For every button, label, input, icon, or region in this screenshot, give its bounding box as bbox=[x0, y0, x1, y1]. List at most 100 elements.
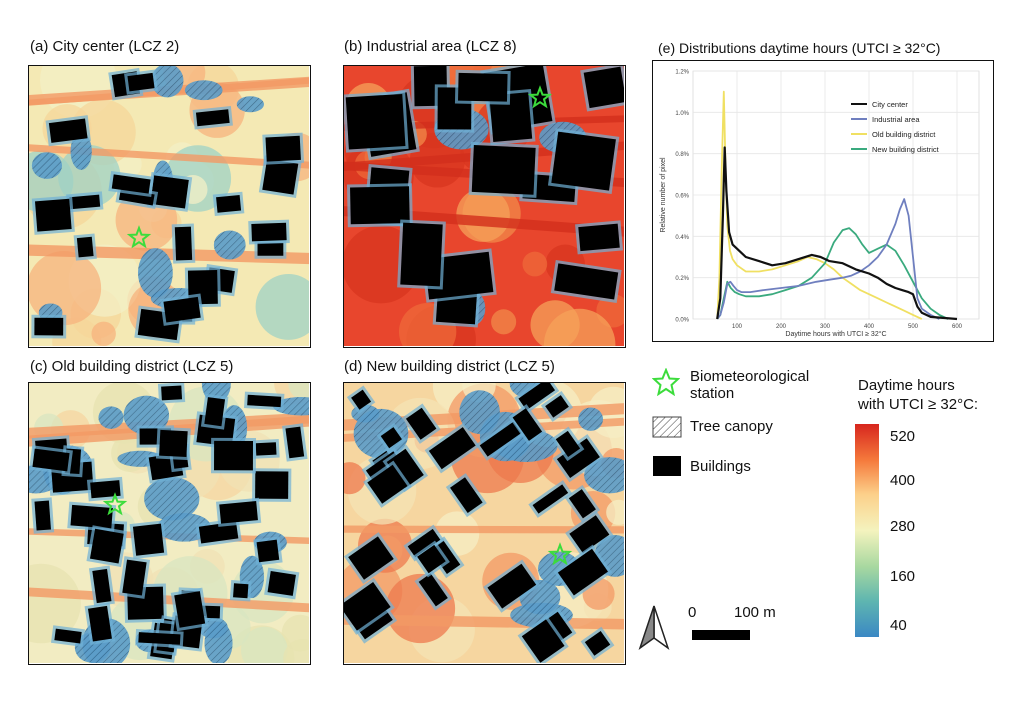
building bbox=[255, 471, 289, 499]
y-tick-label: 0.6% bbox=[675, 194, 689, 200]
building bbox=[198, 521, 239, 544]
colorbar bbox=[855, 424, 879, 637]
building bbox=[219, 501, 258, 524]
building bbox=[76, 236, 94, 258]
legend-entry: Old building district bbox=[872, 130, 936, 139]
building bbox=[70, 504, 113, 529]
panel-title-c: (c) Old building district (LCZ 5) bbox=[30, 358, 234, 375]
building bbox=[257, 242, 284, 256]
building bbox=[54, 628, 82, 644]
tree-canopy bbox=[184, 80, 223, 101]
heat-patch bbox=[344, 462, 366, 495]
building bbox=[578, 223, 620, 252]
building bbox=[174, 226, 193, 261]
building bbox=[428, 427, 476, 470]
panel-title-b: (b) Industrial area (LCZ 8) bbox=[344, 38, 517, 55]
building bbox=[471, 145, 536, 195]
tree-canopy bbox=[144, 477, 200, 521]
x-tick-label: 500 bbox=[908, 324, 919, 330]
building bbox=[247, 394, 282, 408]
legend-entry: New building district bbox=[872, 145, 940, 154]
tree-canopy bbox=[236, 96, 264, 113]
legend-entry: City center bbox=[872, 100, 908, 109]
building bbox=[584, 630, 611, 656]
tree-canopy bbox=[204, 621, 233, 663]
north-arrow-icon bbox=[638, 605, 670, 650]
heat-patch bbox=[606, 499, 624, 525]
colorbar-tick-400: 400 bbox=[890, 472, 916, 489]
tree-canopy-swatch bbox=[652, 416, 682, 438]
station-star-icon bbox=[527, 85, 553, 109]
building bbox=[34, 198, 72, 232]
building bbox=[344, 582, 391, 631]
colorbar-tick-520: 520 bbox=[890, 428, 916, 445]
building bbox=[48, 118, 88, 143]
x-tick-label: 200 bbox=[776, 324, 787, 330]
colorbar-tick-40: 40 bbox=[890, 617, 907, 634]
tree-canopy bbox=[151, 66, 184, 98]
building bbox=[568, 489, 596, 519]
tree-canopy bbox=[578, 407, 604, 431]
building bbox=[518, 383, 556, 411]
tree-canopy bbox=[31, 152, 63, 179]
building bbox=[583, 66, 624, 109]
y-tick-label: 1.0% bbox=[675, 111, 689, 117]
x-tick-label: 400 bbox=[864, 324, 875, 330]
legend-entry: Industrial area bbox=[872, 115, 920, 124]
street bbox=[29, 587, 309, 613]
building bbox=[150, 175, 189, 209]
building bbox=[204, 397, 226, 427]
building bbox=[138, 632, 181, 645]
heat-patch bbox=[543, 308, 616, 346]
heat-patch bbox=[491, 309, 517, 335]
building bbox=[216, 195, 242, 213]
building bbox=[417, 544, 446, 574]
station-star-icon bbox=[102, 492, 128, 516]
map-svg bbox=[344, 383, 624, 663]
building bbox=[400, 222, 443, 287]
building bbox=[351, 389, 372, 410]
map-new-building-district bbox=[343, 382, 626, 665]
building bbox=[487, 563, 537, 609]
building bbox=[358, 610, 393, 640]
building bbox=[380, 427, 402, 449]
buildings-swatch bbox=[653, 456, 681, 476]
tree-canopy bbox=[584, 457, 624, 494]
building bbox=[255, 442, 277, 456]
building bbox=[479, 421, 522, 457]
scale-length-label: 100 m bbox=[734, 604, 776, 621]
colorbar-tick-160: 160 bbox=[890, 568, 916, 585]
building bbox=[545, 395, 569, 418]
distribution-chart: 0.0% 0.2% 0.4% 0.6% 0.8% 1.0% 1.2% 100 200 300 400… bbox=[652, 60, 994, 342]
building bbox=[569, 515, 610, 554]
tree-canopy bbox=[137, 248, 173, 298]
building bbox=[163, 296, 201, 323]
series-line-new-building-district bbox=[716, 227, 949, 320]
building bbox=[418, 573, 448, 607]
building bbox=[521, 619, 565, 663]
x-tick-label: 300 bbox=[820, 324, 831, 330]
building bbox=[405, 407, 437, 440]
y-tick-label: 0.0% bbox=[675, 318, 689, 324]
y-tick-label: 0.2% bbox=[675, 276, 689, 282]
x-tick-label: 600 bbox=[952, 324, 963, 330]
station-star-icon bbox=[652, 368, 680, 396]
heat-patch bbox=[240, 626, 288, 663]
colorbar-tick-280: 280 bbox=[890, 518, 916, 535]
building bbox=[92, 568, 112, 604]
y-tick-label: 1.2% bbox=[675, 70, 689, 76]
building bbox=[87, 605, 112, 642]
building bbox=[256, 539, 280, 563]
chart-title: (e) Distributions daytime hours (UTCI ≥ … bbox=[658, 40, 941, 56]
building bbox=[265, 135, 301, 162]
station-legend-label: Biometeorological station bbox=[690, 368, 810, 402]
building bbox=[557, 548, 609, 596]
heat-patch bbox=[283, 639, 309, 663]
buildings-label: Buildings bbox=[690, 458, 751, 475]
building bbox=[174, 591, 206, 628]
building bbox=[34, 317, 64, 336]
station-star-icon bbox=[126, 225, 152, 249]
building bbox=[458, 72, 508, 102]
building bbox=[556, 438, 600, 479]
heat-patch bbox=[522, 251, 548, 277]
